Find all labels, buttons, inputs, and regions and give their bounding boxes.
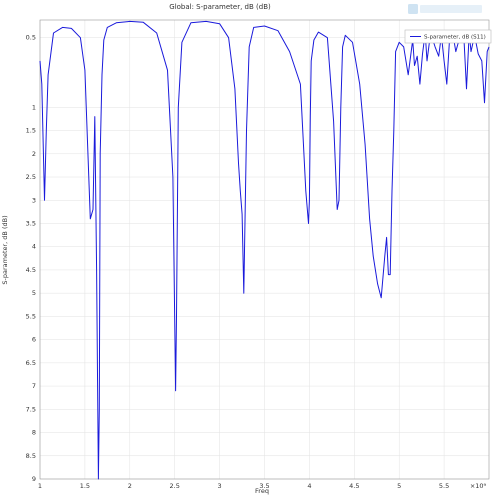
x-tick-label: 4	[307, 482, 311, 490]
y-tick-label: 7	[32, 382, 36, 390]
y-tick-label: 9	[32, 475, 36, 483]
y-tick-label: 3	[32, 196, 36, 204]
plot-frame	[39, 19, 490, 480]
series-group	[39, 20, 490, 480]
axes	[39, 19, 490, 480]
y-tick-label: 8.5	[26, 452, 36, 460]
y-tick-label: 6	[32, 336, 36, 344]
y-tick-label: 8	[32, 429, 36, 437]
x-tick-label: 5.5	[439, 482, 449, 490]
x-tick-label: 2.5	[170, 482, 180, 490]
y-axis-label: S-parameter, dB (dB)	[1, 215, 9, 284]
y-tick-label: 2	[32, 150, 36, 158]
y-tick-label: 5.5	[26, 312, 36, 320]
logo-cube-icon	[408, 4, 418, 14]
legend: S-parameter, dB (S11)	[404, 29, 492, 44]
series-line-s11	[39, 20, 490, 480]
x-tick-labels: 1 1.5 2 2.5 3 3.5 4 4.5 5 5.5 ×10⁹	[38, 482, 487, 490]
y-tick-label: 1	[32, 103, 36, 111]
y-tick-label: 5	[32, 289, 36, 297]
y-tick-label: 3.5	[26, 219, 36, 227]
x-tick-label: 2	[128, 482, 132, 490]
y-tick-labels: 0.5 1 1.5 2 2.5 3 3.5 4 4.5 5 5.5 6 6.5 7 7.5 8 8.5 9	[26, 34, 36, 483]
grid	[39, 20, 489, 480]
x-tick-label: 5	[397, 482, 401, 490]
y-tick-label: 1.5	[26, 127, 36, 135]
x-tick-label: ×10⁹	[470, 482, 487, 490]
logo	[408, 4, 482, 14]
legend-box	[404, 29, 492, 44]
x-tick-label: 3.5	[259, 482, 269, 490]
x-tick-label: 1.5	[80, 482, 90, 490]
y-tick-label: 4	[32, 243, 36, 251]
logo-wordmark	[420, 5, 482, 13]
y-tick-label: 0.5	[26, 34, 36, 42]
x-tick-label: 4.5	[349, 482, 359, 490]
y-tick-label: 4.5	[26, 266, 36, 274]
legend-entry: S-parameter, dB (S11)	[424, 35, 486, 41]
y-tick-label: 2.5	[26, 173, 36, 181]
x-axis-label: Freq	[255, 487, 269, 495]
x-tick-label: 1	[38, 482, 42, 490]
y-tick-label: 6.5	[26, 359, 36, 367]
y-tick-label: 7.5	[26, 405, 36, 413]
x-tick-label: 3	[218, 482, 222, 490]
chart-title: Global: S-parameter, dB (dB)	[169, 3, 271, 11]
